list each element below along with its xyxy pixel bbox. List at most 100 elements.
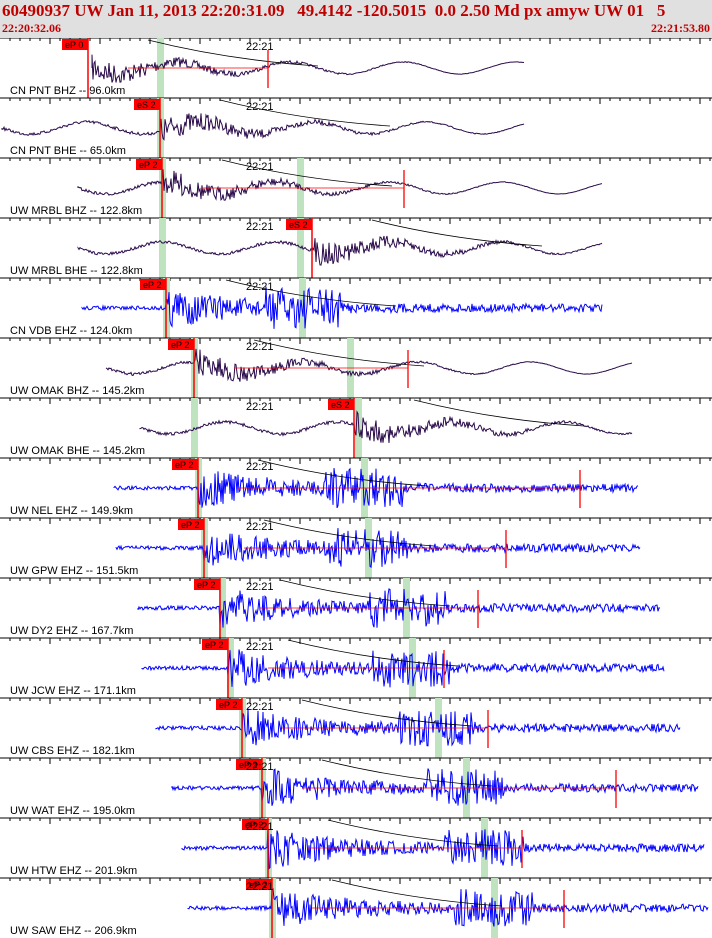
station-label: UW MRBL BHE -- 122.8km (10, 265, 143, 277)
minute-label: 22:21 (246, 881, 274, 893)
header-bar: 60490937 UW Jan 11, 2013 22:20:31.09 49.… (0, 0, 712, 38)
station-label: UW CBS EHZ -- 182.1km (10, 745, 135, 757)
coda-curve (331, 879, 503, 907)
trace-row: eP 2 22:21 UW CBS EHZ -- 182.1km (0, 697, 712, 758)
waveform (139, 410, 633, 443)
pick-label: eP 2 (239, 760, 257, 770)
pick-box (136, 159, 162, 170)
waveform (113, 467, 639, 509)
trace-row: eP 222:21 UW HTW EHZ -- 201.9km (0, 817, 712, 878)
pick-box (194, 579, 220, 590)
station-label: UW SAW EHZ -- 206.9km (10, 925, 137, 937)
station-label: CN PNT BHE -- 65.0km (10, 145, 126, 157)
trace-row: eP 0 22:21 CN PNT BHZ -- 96.0km (0, 38, 712, 98)
pick-label: eS 2 (331, 400, 350, 410)
start-time: 22:20:32.06 (2, 21, 61, 35)
minute-label: 22:21 (246, 761, 274, 773)
pick-box (236, 759, 262, 770)
coda-curve (371, 219, 543, 247)
station-label: UW GPW EHZ -- 151.5km (10, 565, 138, 577)
trace-row: eP 2 22:21 UW OMAK BHZ -- 145.2km (0, 337, 712, 398)
pick-box (140, 279, 166, 290)
minute-label: 22:21 (246, 821, 274, 833)
station-label: UW DY2 EHZ -- 167.7km (10, 625, 133, 637)
waveform (105, 348, 633, 382)
minute-label: 22:21 (246, 41, 274, 53)
pick-label: eP 2 (171, 340, 189, 350)
trace-row: eP 2 22:21 UW GPW EHZ -- 151.5km (0, 517, 712, 578)
minute-label: 22:21 (246, 401, 274, 413)
pick-box (328, 399, 354, 410)
trace-row: eS 2 22:21 UW OMAK BHE -- 145.2km (0, 397, 712, 458)
trace-row: eP 2 22:21 UW MRBL BHZ -- 122.8km (0, 157, 712, 218)
pick-label: eP 0 (65, 40, 83, 50)
minute-label: 22:21 (246, 701, 274, 713)
pick-box (242, 819, 268, 830)
coda-curve (279, 579, 451, 607)
station-label: UW OMAK BHZ -- 145.2km (10, 385, 144, 397)
station-label: UW HTW EHZ -- 201.9km (10, 865, 137, 877)
pick-box (134, 99, 160, 110)
pick-box (168, 339, 194, 350)
waveform (115, 528, 641, 569)
waveform (77, 235, 603, 266)
station-label: UW WAT EHZ -- 195.0km (10, 805, 135, 817)
pick-box (286, 219, 312, 230)
waveform (81, 286, 603, 329)
pick-box (178, 519, 204, 530)
station-label: CN VDB EHZ -- 124.0km (10, 325, 132, 337)
trace-row: eP 222:21 UW SAW EHZ -- 206.9km (0, 877, 712, 938)
coda-curve (257, 459, 429, 487)
pick-label: eP 2 (175, 460, 193, 470)
minute-label: 22:21 (246, 221, 274, 233)
pick-box (62, 39, 88, 50)
station-label: CN PNT BHZ -- 96.0km (10, 85, 125, 97)
window-band (219, 578, 226, 638)
window-band (299, 278, 306, 338)
coda-curve (221, 159, 393, 187)
minute-label: 22:21 (246, 641, 274, 653)
trace-row: eS 2 22:21 UW MRBL BHE -- 122.8km (0, 217, 712, 278)
coda-curve (301, 699, 473, 727)
coda-curve (321, 759, 493, 787)
pick-box (172, 459, 198, 470)
waveform (155, 708, 681, 747)
coda-curve (253, 339, 425, 367)
end-time: 22:21:53.80 (651, 21, 710, 35)
trace-row: eP 2 22:21 UW NEL EHZ -- 149.9km (0, 457, 712, 518)
trace-row: eP 222:21 UW WAT EHZ -- 195.0km (0, 757, 712, 818)
pick-label: eP 2 (245, 820, 263, 830)
trace-row: eS 2 22:21 CN PNT BHE -- 65.0km (0, 97, 712, 158)
waveform (137, 588, 661, 628)
pick-label: eS 2 (289, 220, 308, 230)
pick-label: eP 2 (205, 640, 223, 650)
coda-curve (147, 39, 319, 67)
minute-label: 22:21 (246, 281, 274, 293)
minute-label: 22:21 (246, 521, 274, 533)
coda-curve (263, 519, 435, 547)
pick-label: eP 2 (139, 160, 157, 170)
pick-label: eP 2 (143, 280, 161, 290)
pick-label: eS 2 (137, 100, 156, 110)
pick-label: eP 2 (181, 520, 199, 530)
coda-curve (287, 639, 459, 667)
coda-curve (413, 399, 585, 427)
station-label: UW OMAK BHE -- 145.2km (10, 445, 145, 457)
pick-label: eP 2 (197, 580, 215, 590)
waveform (1, 113, 525, 141)
waveform (77, 169, 603, 201)
coda-curve (327, 819, 499, 847)
station-label: UW MRBL BHZ -- 122.8km (10, 205, 142, 217)
pick-box (202, 639, 228, 650)
pick-label: eP 2 (219, 700, 237, 710)
window-band (159, 218, 166, 278)
trace-row: eP 2 22:21 UW JCW EHZ -- 171.1km (0, 637, 712, 698)
pick-box (216, 699, 242, 710)
seismogram-plot: eP 0 22:21 CN PNT BHZ -- 96.0km eS 2 22:21 CN… (0, 38, 712, 938)
station-label: UW NEL EHZ -- 149.9km (10, 505, 133, 517)
minute-label: 22:21 (246, 341, 274, 353)
minute-label: 22:21 (246, 461, 274, 473)
minute-label: 22:21 (246, 581, 274, 593)
waveform (181, 828, 705, 870)
waveform (187, 887, 709, 927)
